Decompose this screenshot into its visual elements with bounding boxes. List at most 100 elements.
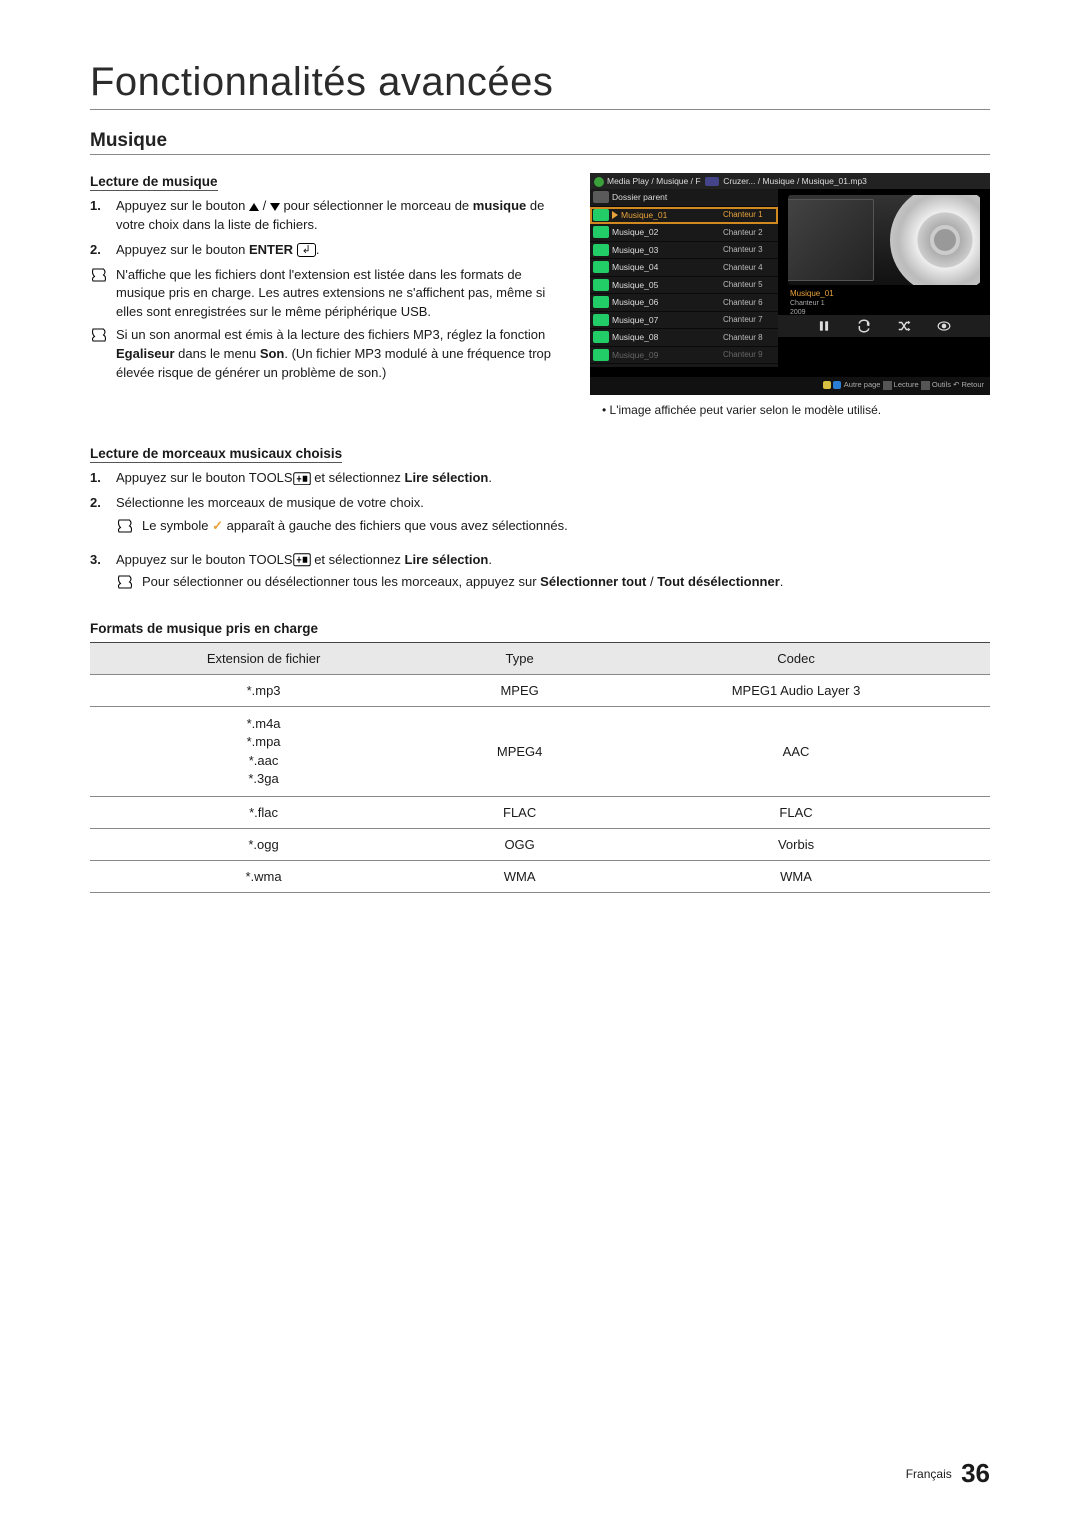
step-text: Appuyez sur le bouton TOOLS et sélection… [116, 551, 990, 602]
text: dans le menu [175, 346, 260, 361]
table-header: Type [437, 643, 602, 675]
table-row: *.m4a*.mpa*.aac*.3gaMPEG4AAC [90, 707, 990, 797]
text: . [780, 574, 784, 589]
music-file-icon [593, 209, 609, 221]
step-text: Appuyez sur le bouton ENTER . [116, 241, 570, 260]
note-icon [90, 326, 116, 383]
text-bold: Lire sélection [405, 470, 489, 485]
text-bold: Tout désélectionner [657, 574, 780, 589]
music-file-icon [593, 279, 609, 291]
text: Le symbole [142, 518, 212, 533]
text: Si un son anormal est émis à la lecture … [116, 327, 545, 342]
meta-title: Musique_01 [790, 289, 834, 299]
text: Appuyez sur le bouton [116, 242, 249, 257]
table-cell: MPEG [437, 675, 602, 707]
page-footer: Français 36 [906, 1458, 990, 1489]
table-row: *.mp3MPEGMPEG1 Audio Layer 3 [90, 675, 990, 707]
table-cell: OGG [437, 828, 602, 860]
table-header: Codec [602, 643, 990, 675]
down-arrow-icon [270, 203, 280, 211]
text: Sélectionne les morceaux de musique de v… [116, 495, 424, 510]
repeat-icon [857, 319, 871, 333]
track-list: Dossier parentMusique_01Chanteur 1Musiqu… [590, 189, 778, 367]
note-text: Si un son anormal est émis à la lecture … [116, 326, 570, 383]
table-cell: Vorbis [602, 828, 990, 860]
text-bold: Sélectionner tout [540, 574, 646, 589]
text: Appuyez sur le bouton [116, 198, 249, 213]
text-bold: Egaliseur [116, 346, 175, 361]
music-file-icon [593, 349, 609, 361]
parent-folder-row: Dossier parent [590, 189, 778, 207]
note-icon [116, 517, 142, 541]
track-row: Musique_01Chanteur 1 [590, 207, 778, 225]
table-cell: FLAC [437, 796, 602, 828]
tools-icon [293, 553, 311, 567]
text: . [316, 242, 320, 257]
step-number: 2. [90, 241, 116, 260]
globe-icon [594, 177, 604, 187]
note-text: Le symbole ✓ apparaît à gauche des fichi… [142, 517, 568, 541]
text-bold: musique [473, 198, 526, 213]
table-cell: *.mp3 [90, 675, 437, 707]
table-cell: *.ogg [90, 828, 437, 860]
text: Appuyez sur le bouton [116, 470, 249, 485]
tools-icon [293, 472, 311, 486]
playing-indicator-icon [612, 211, 618, 219]
step-number: 1. [90, 469, 116, 488]
table-row: *.wmaWMAWMA [90, 860, 990, 892]
step-number: 2. [90, 494, 116, 545]
table-cell: *.flac [90, 796, 437, 828]
text-bold: ENTER [249, 242, 293, 257]
pause-icon [817, 319, 831, 333]
track-row: Musique_02Chanteur 2 [590, 224, 778, 242]
text: / [259, 198, 270, 213]
table-row: *.oggOGGVorbis [90, 828, 990, 860]
music-file-icon [593, 331, 609, 343]
step-text: Sélectionne les morceaux de musique de v… [116, 494, 990, 545]
text: . [488, 552, 492, 567]
player-footer: Autre page Lecture Outils ↶ Retour [590, 377, 990, 395]
folder-icon [593, 191, 609, 203]
step-text: Appuyez sur le bouton / pour sélectionne… [116, 197, 570, 235]
note-icon [116, 573, 142, 597]
formats-table: Extension de fichierTypeCodec *.mp3MPEGM… [90, 642, 990, 893]
music-file-icon [593, 314, 609, 326]
text: . [488, 470, 492, 485]
track-row: Musique_04Chanteur 4 [590, 259, 778, 277]
music-file-icon [593, 261, 609, 273]
table-cell: WMA [437, 860, 602, 892]
shuffle-icon [897, 319, 911, 333]
text: et sélectionnez [311, 552, 405, 567]
player-main: Musique_01 Chanteur 1 2009 F dbn Autre 2… [778, 189, 990, 367]
text: Pour sélectionner ou désélectionner tous… [142, 574, 540, 589]
text: Appuyez sur le bouton [116, 552, 249, 567]
section-heading: Musique [90, 130, 990, 155]
table-cell: MPEG4 [437, 707, 602, 797]
text: apparaît à gauche des fichiers que vous … [223, 518, 568, 533]
text: et sélectionnez [311, 470, 405, 485]
track-row: Musique_08Chanteur 8 [590, 329, 778, 347]
music-file-icon [593, 244, 609, 256]
table-header: Extension de fichier [90, 643, 437, 675]
table-cell: WMA [602, 860, 990, 892]
track-row: Musique_03Chanteur 3 [590, 242, 778, 260]
table-cell: *.wma [90, 860, 437, 892]
footer-lang: Français [906, 1467, 952, 1481]
track-row: Musique_09Chanteur 9 [590, 347, 778, 365]
check-icon: ✓ [212, 518, 223, 533]
text-bold: Son [260, 346, 285, 361]
text: / [646, 574, 657, 589]
text-bold: TOOLS [249, 470, 293, 485]
note-icon [90, 266, 116, 323]
table-cell: FLAC [602, 796, 990, 828]
step-text: Appuyez sur le bouton TOOLS et sélection… [116, 469, 990, 488]
table-cell: *.m4a*.mpa*.aac*.3ga [90, 707, 437, 797]
step-number: 3. [90, 551, 116, 602]
screenshot-caption: L'image affichée peut varier selon le mo… [590, 403, 990, 417]
media-player-screenshot: Media Play / Musique / F Cruzer... / Mus… [590, 173, 990, 395]
meta-line: Chanteur 1 [790, 299, 834, 308]
table-cell: AAC [602, 707, 990, 797]
album-art [788, 195, 980, 285]
music-file-icon [593, 226, 609, 238]
record-icon [937, 319, 951, 333]
